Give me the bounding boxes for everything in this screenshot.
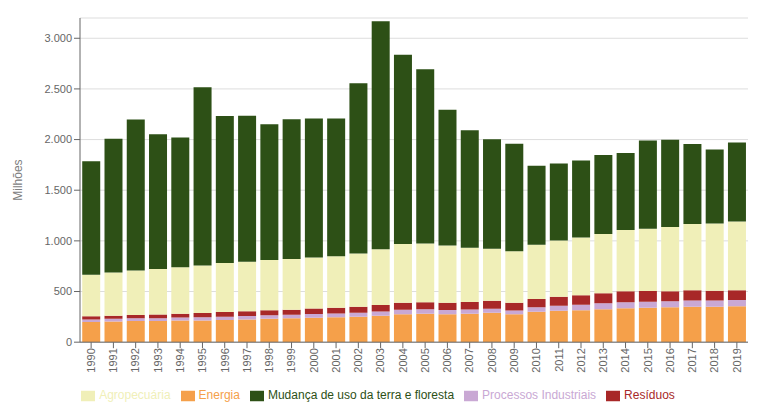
svg-text:1994: 1994 xyxy=(174,348,186,372)
svg-text:2.500: 2.500 xyxy=(44,83,72,95)
html-text:Processos Industriais: Processos Industriais xyxy=(482,388,597,403)
svg-text:1.500: 1.500 xyxy=(44,184,72,196)
svg-text:1998: 1998 xyxy=(263,348,275,372)
svg-text:2010: 2010 xyxy=(530,348,542,372)
svg-text:2015: 2015 xyxy=(642,348,654,372)
html-text:Agropecuária: Agropecuária xyxy=(99,388,171,403)
svg-text:1997: 1997 xyxy=(241,348,253,372)
svg-text:1.000: 1.000 xyxy=(44,235,72,247)
svg-text:1996: 1996 xyxy=(219,348,231,372)
svg-text:Milhões: Milhões xyxy=(11,159,25,200)
svg-text:2004: 2004 xyxy=(397,348,409,372)
svg-text:1995: 1995 xyxy=(196,348,208,372)
svg-text:0: 0 xyxy=(66,336,72,348)
svg-text:2008: 2008 xyxy=(486,348,498,372)
svg-text:2018: 2018 xyxy=(708,348,720,372)
svg-text:2000: 2000 xyxy=(308,348,320,372)
svg-text:2001: 2001 xyxy=(330,348,342,372)
svg-text:2014: 2014 xyxy=(619,348,631,372)
svg-text:2005: 2005 xyxy=(419,348,431,372)
svg-text:2013: 2013 xyxy=(597,348,609,372)
svg-text:1992: 1992 xyxy=(129,348,141,372)
svg-text:1991: 1991 xyxy=(107,348,119,372)
svg-text:2017: 2017 xyxy=(686,348,698,372)
svg-text:2006: 2006 xyxy=(441,348,453,372)
svg-text:2002: 2002 xyxy=(352,348,364,372)
svg-text:1993: 1993 xyxy=(152,348,164,372)
svg-text:2011: 2011 xyxy=(553,348,565,372)
svg-text:2.000: 2.000 xyxy=(44,133,72,145)
svg-text:500: 500 xyxy=(54,285,72,297)
html-text:Energia: Energia xyxy=(198,388,240,403)
svg-text:2009: 2009 xyxy=(508,348,520,372)
svg-text:2003: 2003 xyxy=(374,348,386,372)
svg-text:2016: 2016 xyxy=(664,348,676,372)
svg-text:2012: 2012 xyxy=(575,348,587,372)
svg-text:2007: 2007 xyxy=(463,348,475,372)
svg-text:2019: 2019 xyxy=(731,348,743,372)
svg-text:3.000: 3.000 xyxy=(44,32,72,44)
svg-text:1990: 1990 xyxy=(85,348,97,372)
html-text:Resíduos: Resíduos xyxy=(624,388,675,403)
html-text:Mudança de uso da terra e flor: Mudança de uso da terra e floresta xyxy=(267,388,455,403)
svg-text:1999: 1999 xyxy=(285,348,297,372)
